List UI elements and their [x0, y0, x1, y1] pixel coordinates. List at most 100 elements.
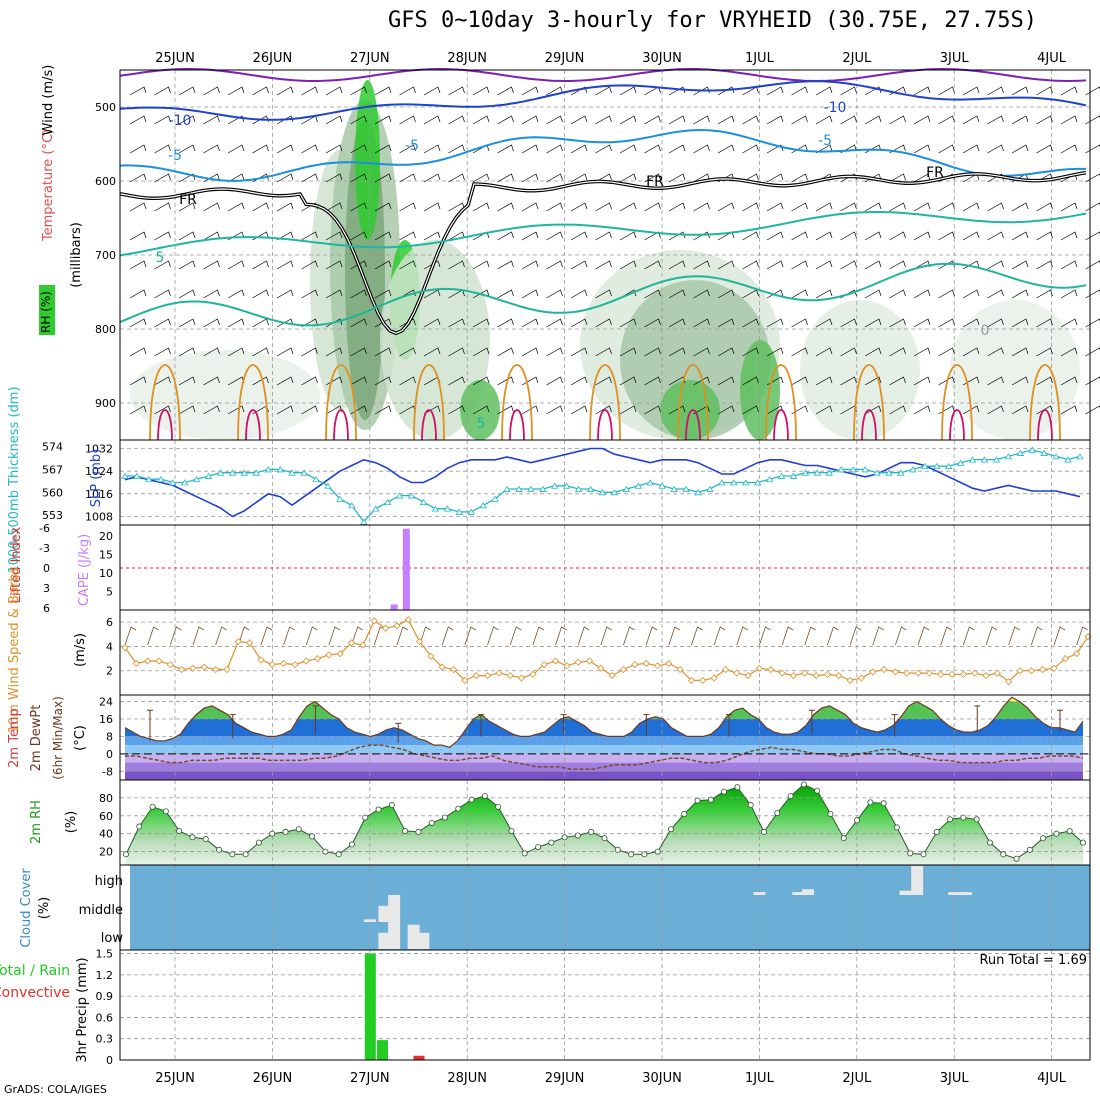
wind-barb: [497, 144, 514, 154]
wind-barb: [423, 202, 441, 212]
isotherm-15: [509, 409, 525, 441]
wind-barb: [374, 115, 392, 125]
wind-barb-10m: [985, 626, 998, 646]
wind-barb: [864, 376, 882, 386]
tick-label: 80: [99, 792, 113, 805]
wind-barb: [619, 231, 637, 241]
wind-barb: [644, 289, 661, 299]
wind-barb-10m: [305, 626, 318, 646]
thickness-point: [515, 485, 523, 492]
tick-label-thickness: 553: [42, 509, 63, 522]
wind-barb: [619, 144, 637, 154]
tick-label: 1.5: [96, 948, 114, 961]
wind-speed-point: [563, 662, 571, 670]
rh-point: [1080, 839, 1087, 846]
wind-barb: [350, 289, 367, 299]
rh-point: [242, 851, 249, 858]
wind-barb: [1011, 289, 1029, 299]
wind-barb: [203, 86, 220, 96]
thickness-point: [742, 479, 750, 486]
wind-barb: [717, 115, 735, 125]
wind-barb: [521, 86, 539, 96]
wind-barb: [497, 347, 514, 357]
wind-barb-10m: [192, 626, 205, 646]
wind-barb: [668, 347, 686, 357]
wind-barb: [178, 115, 196, 125]
wind-barb: [889, 231, 906, 241]
wind-speed-point: [155, 657, 163, 665]
wind-barb: [619, 115, 637, 125]
cloud-bar-low: [407, 924, 420, 949]
footer-credit: GrADS: COLA/IGES: [4, 1083, 107, 1096]
date-label-top: 25JUN: [155, 51, 195, 66]
thickness-point: [634, 482, 643, 489]
wind-barb: [178, 86, 196, 96]
wind-barb: [668, 202, 686, 212]
wind-barb: [595, 405, 612, 415]
tick-label: 900: [95, 397, 116, 410]
tick-label: 8: [106, 730, 113, 743]
wind-barb: [252, 231, 269, 241]
wind-speed-point: [846, 676, 854, 684]
wind-barb: [570, 86, 588, 96]
wind-barb: [742, 405, 759, 415]
rh-point: [335, 851, 342, 858]
wind-barb: [1060, 231, 1078, 241]
wind-barb: [938, 202, 955, 212]
thickness-point: [503, 485, 511, 492]
wind-barb: [178, 376, 196, 386]
wind-barb: [546, 115, 563, 125]
wind-barb: [227, 347, 245, 357]
thickness-point: [1004, 453, 1013, 460]
wind-barb: [668, 86, 686, 96]
rh-point: [535, 844, 542, 851]
wind-barb: [815, 260, 833, 270]
wind-barb: [448, 231, 465, 241]
wind-barb: [276, 231, 294, 241]
wind-barb: [717, 86, 735, 96]
wind-speed-point: [178, 665, 186, 674]
rh-point: [880, 800, 887, 807]
rh-point: [1026, 846, 1033, 853]
wind-speed-point: [189, 664, 197, 672]
wind-barb: [938, 289, 955, 299]
temp-band: [125, 753, 1083, 763]
tick-label: 600: [95, 175, 116, 188]
wind-barb: [938, 260, 955, 270]
wind-barb: [864, 202, 882, 212]
wind-barb: [791, 318, 808, 328]
rh-point: [229, 851, 236, 858]
thickness-point: [586, 485, 595, 492]
wind-barb: [178, 231, 196, 241]
wind-barb: [252, 289, 269, 299]
isotherm-15: [333, 409, 349, 441]
wind-barb: [889, 260, 906, 270]
isotherm-label: FR: [646, 174, 664, 190]
thickness-point: [1040, 449, 1048, 456]
wind-barb: [448, 318, 465, 328]
wind-barb: [1011, 115, 1029, 125]
thickness-point: [753, 479, 762, 486]
wind-barb: [1036, 260, 1053, 270]
thickness-point: [443, 505, 452, 512]
wind-barb-10m: [827, 626, 839, 646]
wind-barb: [742, 231, 759, 241]
wind-speed-point: [382, 624, 390, 632]
wind-barb: [693, 202, 710, 212]
wind-barb-10m: [940, 626, 952, 646]
cloud-bar-high: [802, 889, 815, 895]
wind-barb: [1085, 86, 1100, 96]
thickness-point: [574, 485, 583, 492]
rh-point: [787, 793, 794, 800]
wind-barb: [521, 376, 539, 386]
wind-barb: [178, 405, 196, 415]
isotherm-10: [941, 364, 973, 441]
wind-barb: [1085, 376, 1100, 386]
wind-barb: [644, 318, 661, 328]
wind-barb: [374, 231, 392, 241]
thickness-point: [300, 469, 308, 476]
wind-barb: [203, 376, 220, 386]
wind-barb: [815, 405, 833, 415]
rh-point: [800, 781, 807, 788]
cloud-bar-high: [911, 866, 924, 895]
